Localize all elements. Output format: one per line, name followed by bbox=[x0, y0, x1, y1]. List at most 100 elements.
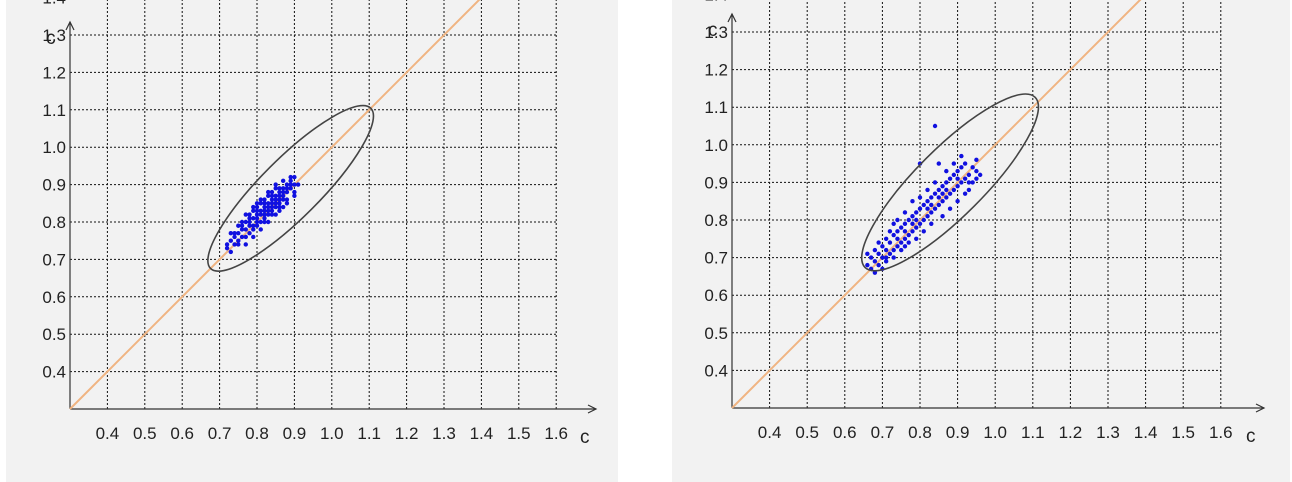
y-tick-label: 1.2 bbox=[704, 61, 728, 80]
scatter-point bbox=[288, 182, 293, 187]
scatter-point bbox=[254, 223, 260, 228]
x-tick-label: 0.8 bbox=[245, 424, 269, 443]
y-tick-label: 0.5 bbox=[704, 324, 728, 343]
x-tick-label: 0.6 bbox=[833, 423, 857, 442]
scatter-point bbox=[929, 202, 934, 208]
y-tick-label: 1.3 bbox=[42, 26, 66, 45]
scatter-point bbox=[906, 217, 911, 223]
scatter-point bbox=[280, 193, 286, 199]
x-tick-label: 0.8 bbox=[908, 423, 932, 442]
scatter-point bbox=[876, 251, 881, 257]
scatter-point bbox=[266, 189, 271, 195]
scatter-point bbox=[232, 242, 237, 247]
scatter-point bbox=[917, 206, 923, 211]
scatter-point bbox=[277, 189, 282, 195]
y-tick-label: 0.9 bbox=[42, 176, 66, 195]
scatter-point bbox=[239, 223, 245, 228]
scatter-point bbox=[269, 193, 275, 199]
scatter-point bbox=[258, 197, 263, 202]
scatter-point bbox=[277, 197, 282, 202]
y-tick-label: 0.9 bbox=[704, 173, 728, 192]
scatter-point bbox=[895, 217, 900, 223]
scatter-point bbox=[254, 204, 260, 210]
scatter-point bbox=[258, 201, 263, 206]
scatter-point bbox=[269, 189, 275, 195]
scatter-point bbox=[936, 187, 941, 193]
scatter-point bbox=[277, 201, 282, 206]
x-tick-label: 1.4 bbox=[1134, 423, 1158, 442]
scatter-point bbox=[228, 249, 234, 255]
chart-panel-left: 0.4 0.5 0.6 0.7 0.8 0.9 1.0 1.1 1.2 1.3 1.4 1.5 1.6 0… bbox=[6, 0, 618, 482]
x-tick-label: 0.5 bbox=[133, 424, 157, 443]
scatter-point bbox=[239, 234, 245, 240]
scatter-point bbox=[910, 199, 915, 204]
scatter-point bbox=[292, 189, 297, 195]
y-tick-label: 0.8 bbox=[704, 211, 728, 230]
scatter-point bbox=[974, 157, 979, 163]
scatter-point bbox=[288, 186, 293, 191]
scatter-point bbox=[932, 123, 938, 129]
scatter-point bbox=[962, 191, 968, 196]
diagonal-line bbox=[69, 0, 481, 410]
scatter-point bbox=[273, 204, 278, 210]
scatter-point bbox=[895, 229, 900, 234]
scatter-point bbox=[921, 229, 926, 234]
scatter-point bbox=[254, 208, 260, 213]
x-tick-label: 0.7 bbox=[871, 423, 895, 442]
scatter-point bbox=[891, 255, 896, 260]
x-tick-label: 1.2 bbox=[395, 424, 419, 443]
scatter-point bbox=[895, 244, 900, 249]
scatter-point bbox=[266, 219, 271, 225]
scatter-point bbox=[906, 232, 911, 238]
scatter-point bbox=[929, 210, 934, 215]
scatter-point bbox=[914, 210, 919, 215]
scatter-point bbox=[273, 182, 278, 187]
scatter-point bbox=[269, 212, 275, 217]
scatter-point bbox=[247, 216, 252, 221]
scatter-point bbox=[292, 193, 297, 199]
scatter-point bbox=[258, 227, 263, 232]
scatter-point bbox=[899, 225, 904, 230]
scatter-point bbox=[243, 212, 248, 217]
scatter-point bbox=[251, 234, 256, 240]
x-axis-arrow bbox=[587, 404, 598, 414]
scatter-point bbox=[947, 191, 953, 196]
scatter-point bbox=[932, 191, 938, 196]
scatter-point bbox=[962, 176, 968, 181]
x-axis-label: c bbox=[1246, 426, 1256, 447]
x-tick-label: 0.4 bbox=[96, 424, 120, 443]
scatter-point bbox=[262, 204, 267, 210]
scatter-point bbox=[940, 199, 945, 204]
y-tick-label: 1.0 bbox=[42, 138, 66, 157]
scatter-point bbox=[970, 180, 975, 185]
scatter-point bbox=[239, 227, 245, 232]
scatter-point bbox=[962, 161, 968, 166]
scatter-point bbox=[936, 202, 941, 208]
scatter-point bbox=[947, 176, 953, 181]
scatter-point bbox=[262, 216, 267, 221]
y-tick-label: 0.4 bbox=[704, 361, 728, 380]
scatter-point bbox=[295, 182, 301, 187]
scatter-point bbox=[917, 195, 923, 200]
y-tick-label: 1.0 bbox=[704, 136, 728, 155]
scatter-point bbox=[944, 187, 949, 193]
scatter-point bbox=[280, 197, 286, 202]
x-tick-label: 1.4 bbox=[470, 424, 494, 443]
scatter-point bbox=[891, 221, 896, 226]
scatter-point bbox=[876, 240, 881, 245]
scatter-point bbox=[228, 238, 234, 243]
scatter-point bbox=[277, 193, 282, 199]
scatter-point bbox=[269, 208, 275, 213]
scatter-point bbox=[224, 242, 230, 247]
scatter-point bbox=[288, 174, 293, 180]
scatter-point bbox=[280, 178, 286, 184]
scatter-point bbox=[284, 189, 290, 195]
scatter-point bbox=[910, 221, 915, 226]
scatter-point bbox=[955, 199, 960, 204]
scatter-point bbox=[944, 180, 949, 185]
y-tick-label: 1.3 bbox=[704, 23, 728, 42]
scatter-point bbox=[243, 219, 248, 225]
diagonal-line bbox=[731, 0, 1142, 409]
scatter-point bbox=[243, 242, 248, 247]
y-tick-label: 0.6 bbox=[42, 288, 66, 307]
